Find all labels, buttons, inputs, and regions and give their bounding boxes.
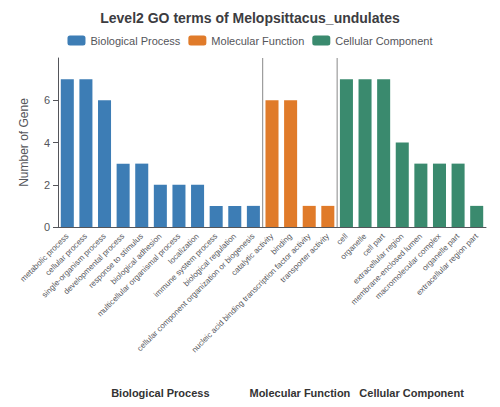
- svg-text:0: 0: [44, 221, 50, 233]
- svg-text:multicellular organismal proce: multicellular organismal process: [95, 231, 183, 319]
- svg-text:6: 6: [44, 94, 50, 106]
- svg-text:transporter activity: transporter activity: [279, 232, 331, 284]
- svg-text:cellular component organizatio: cellular component organization or bioge…: [135, 232, 256, 353]
- svg-text:single-organism process: single-organism process: [40, 231, 108, 300]
- svg-text:Molecular Function: Molecular Function: [211, 35, 304, 47]
- svg-text:4: 4: [44, 137, 50, 149]
- svg-text:Cellular Component: Cellular Component: [335, 35, 432, 47]
- svg-text:nucleic acid binding transcrip: nucleic acid binding transcription facto…: [190, 232, 312, 354]
- svg-text:Molecular Function: Molecular Function: [249, 387, 350, 399]
- svg-text:Level2 GO terms of Melopsittac: Level2 GO terms of Melopsittacus_undulat…: [100, 10, 400, 26]
- svg-text:membrane-enclosed lumen: membrane-enclosed lumen: [349, 232, 424, 307]
- svg-text:localization: localization: [166, 231, 201, 267]
- svg-text:biological regulation: biological regulation: [181, 231, 238, 289]
- svg-text:Biological Process: Biological Process: [90, 35, 180, 47]
- svg-text:extracellular region: extracellular region: [351, 231, 406, 286]
- svg-text:immune system process: immune system process: [152, 231, 220, 299]
- svg-text:cellular process: cellular process: [43, 231, 90, 278]
- svg-text:Number of Gene: Number of Gene: [17, 98, 31, 187]
- svg-text:2: 2: [44, 179, 50, 191]
- svg-text:catalytic activity: catalytic activity: [229, 231, 276, 278]
- svg-text:biological adhesion: biological adhesion: [109, 231, 164, 287]
- svg-text:Biological Process: Biological Process: [111, 387, 209, 399]
- svg-text:cell part: cell part: [360, 231, 387, 258]
- svg-text:cell: cell: [335, 232, 350, 247]
- svg-text:metabolic process: metabolic process: [18, 231, 71, 284]
- svg-text:organelle: organelle: [339, 231, 369, 261]
- svg-text:macromolecular complex: macromolecular complex: [373, 231, 443, 301]
- svg-text:developmental process: developmental process: [61, 231, 127, 297]
- svg-text:Cellular Component: Cellular Component: [359, 387, 464, 399]
- svg-text:organelle part: organelle part: [420, 231, 462, 273]
- svg-text:response to stimulus: response to stimulus: [86, 231, 145, 290]
- svg-text:extracellular region part: extracellular region part: [415, 231, 481, 297]
